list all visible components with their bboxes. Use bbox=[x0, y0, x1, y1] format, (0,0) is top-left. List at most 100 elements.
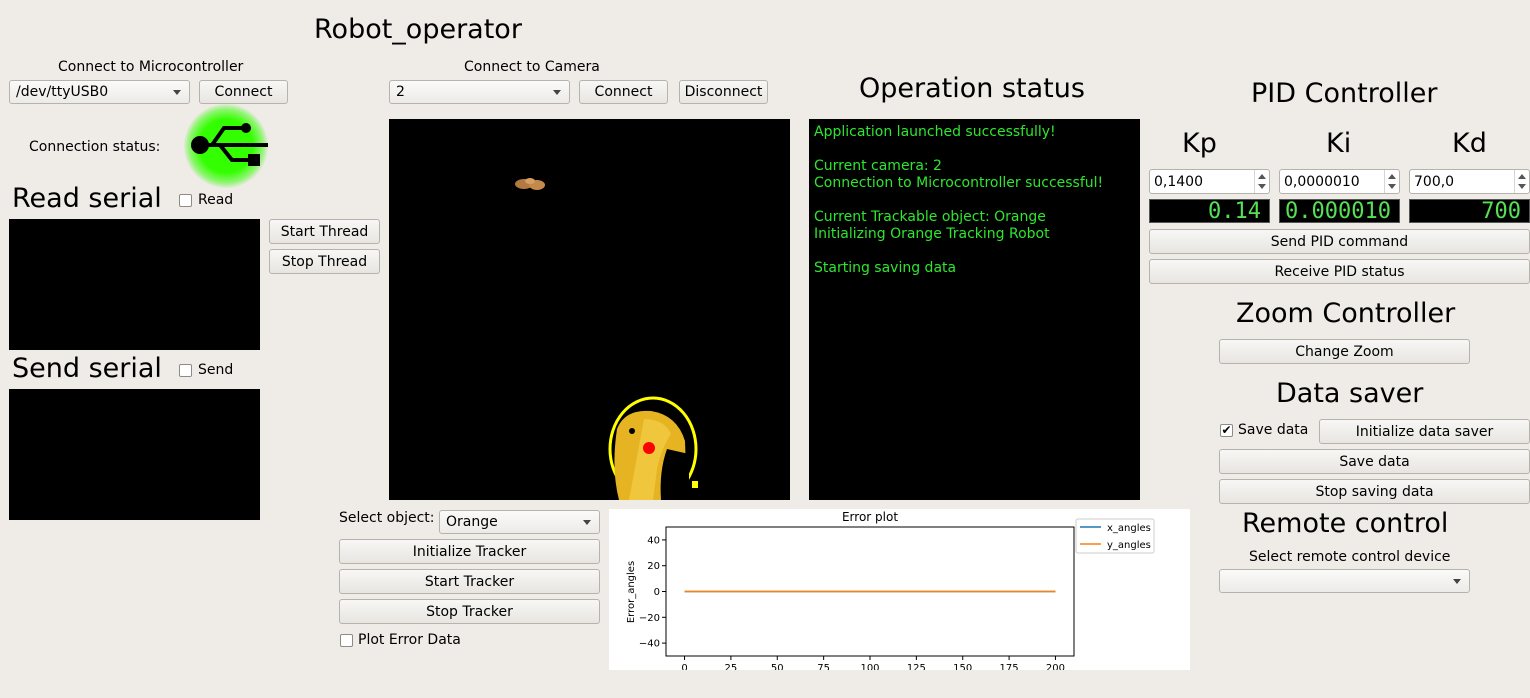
status-log-line: Current camera: 2 bbox=[814, 158, 942, 174]
error-plot: Error plot Error_angles 40 20 0 −20 −40 0 25 5… bbox=[609, 509, 1190, 674]
kd-spinbox[interactable]: 700,0 bbox=[1409, 169, 1530, 194]
camera-connect-button[interactable]: Connect bbox=[579, 80, 668, 104]
legend-entry-y-angles: y_angles bbox=[1107, 540, 1151, 551]
plot-xtick-label: 0 bbox=[681, 663, 687, 670]
camera-select-value: 2 bbox=[396, 84, 405, 100]
spin-down-icon[interactable] bbox=[1388, 184, 1396, 189]
chevron-down-icon bbox=[583, 520, 591, 525]
camera-disconnect-button[interactable]: Disconnect bbox=[679, 80, 768, 104]
change-zoom-button[interactable]: Change Zoom bbox=[1219, 339, 1470, 364]
tracked-blob-small bbox=[515, 178, 545, 190]
plot-legend: x_angles y_angles bbox=[1075, 518, 1155, 554]
stop-tracker-button[interactable]: Stop Tracker bbox=[339, 599, 600, 624]
tracked-orange bbox=[608, 396, 698, 500]
read-serial-title: Read serial bbox=[12, 183, 162, 214]
read-checkbox[interactable] bbox=[179, 194, 192, 207]
spin-up-icon[interactable] bbox=[1388, 174, 1396, 179]
read-checkbox-label: Read bbox=[198, 192, 234, 208]
chevron-down-icon bbox=[553, 90, 561, 95]
send-checkbox-label: Send bbox=[198, 362, 234, 378]
kp-spinbox[interactable]: 0,1400 bbox=[1149, 169, 1270, 194]
send-checkbox[interactable] bbox=[179, 364, 192, 377]
remote-device-select[interactable] bbox=[1219, 569, 1470, 593]
plot-title: Error plot bbox=[842, 510, 898, 524]
stop-thread-button[interactable]: Stop Thread bbox=[269, 249, 380, 274]
chevron-down-icon bbox=[1453, 579, 1461, 584]
plot-xtick-label: 150 bbox=[953, 663, 972, 670]
save-data-button[interactable]: Save data bbox=[1219, 449, 1530, 474]
plot-xtick-label: 100 bbox=[860, 663, 879, 670]
status-log-line: Application launched successfully! bbox=[814, 124, 1056, 140]
plot-error-checkbox[interactable] bbox=[340, 634, 353, 647]
kd-label: Kd bbox=[1452, 128, 1487, 159]
legend-entry-x-angles: x_angles bbox=[1107, 523, 1151, 534]
chevron-down-icon bbox=[173, 90, 181, 95]
plot-ytick-label: −20 bbox=[639, 613, 660, 624]
zoom-title: Zoom Controller bbox=[1236, 298, 1456, 329]
spin-down-icon[interactable] bbox=[1258, 184, 1266, 189]
kp-label: Kp bbox=[1182, 128, 1217, 159]
save-data-checkbox[interactable]: ✔ bbox=[1220, 423, 1233, 437]
connection-status-label: Connection status: bbox=[29, 139, 161, 155]
read-serial-output[interactable] bbox=[9, 219, 260, 350]
start-thread-button[interactable]: Start Thread bbox=[269, 219, 380, 244]
pid-title: PID Controller bbox=[1251, 78, 1438, 109]
status-log-line bbox=[814, 243, 1135, 260]
kd-lcd-display: 700 bbox=[1409, 199, 1530, 224]
plot-xtick-label: 125 bbox=[907, 663, 926, 670]
camera-select[interactable]: 2 bbox=[389, 80, 570, 104]
port-select-value: /dev/ttyUSB0 bbox=[16, 84, 109, 100]
spin-up-icon[interactable] bbox=[1258, 174, 1266, 179]
ki-spinbox[interactable]: 0,0000010 bbox=[1279, 169, 1400, 194]
plot-xtick-label: 175 bbox=[1000, 663, 1019, 670]
camera-section-label: Connect to Camera bbox=[464, 59, 600, 75]
status-log-line: Connection to Microcontroller successful… bbox=[814, 175, 1104, 191]
start-tracker-button[interactable]: Start Tracker bbox=[339, 569, 600, 594]
plot-xticks: 0 25 50 75 100 125 150 175 200 bbox=[681, 656, 1065, 674]
plot-yticks: 40 20 0 −20 −40 bbox=[639, 535, 666, 650]
initialize-data-saver-button[interactable]: Initialize data saver bbox=[1319, 419, 1530, 444]
stop-saving-data-button[interactable]: Stop saving data bbox=[1219, 479, 1530, 504]
object-select-value: Orange bbox=[446, 514, 498, 530]
plot-ytick-label: −40 bbox=[639, 639, 660, 650]
operation-status-title: Operation status bbox=[859, 73, 1085, 104]
plot-ylabel: Error_angles bbox=[626, 561, 637, 623]
object-select[interactable]: Orange bbox=[439, 510, 600, 534]
spin-down-icon[interactable] bbox=[1518, 184, 1526, 189]
remote-control-title: Remote control bbox=[1242, 508, 1449, 539]
status-log-lines: Application launched successfully! Curren… bbox=[814, 124, 1135, 277]
spin-up-icon[interactable] bbox=[1518, 174, 1526, 179]
usb-icon bbox=[184, 104, 282, 188]
status-log-line bbox=[814, 141, 1135, 158]
status-log-line bbox=[814, 192, 1135, 209]
plot-ytick-label: 0 bbox=[654, 587, 660, 598]
plot-ytick-label: 40 bbox=[647, 535, 660, 546]
ki-value: 0,0000010 bbox=[1284, 173, 1360, 190]
send-serial-title: Send serial bbox=[12, 353, 162, 384]
select-object-label: Select object: bbox=[339, 510, 435, 526]
plot-xtick-label: 50 bbox=[771, 663, 784, 670]
initialize-tracker-button[interactable]: Initialize Tracker bbox=[339, 539, 600, 564]
kp-value: 0,1400 bbox=[1154, 173, 1203, 190]
plot-xtick-label: 25 bbox=[725, 663, 738, 670]
ki-label: Ki bbox=[1326, 128, 1352, 159]
kd-value: 700,0 bbox=[1414, 173, 1455, 190]
status-log-line: Starting saving data bbox=[814, 260, 957, 276]
plot-xtick-label: 200 bbox=[1046, 663, 1065, 670]
operation-status-log: Application launched successfully! Curren… bbox=[809, 119, 1140, 500]
send-serial-input[interactable] bbox=[9, 389, 260, 520]
status-log-line: Initializing Orange Tracking Robot bbox=[814, 226, 1050, 242]
app-title: Robot_operator bbox=[314, 14, 522, 45]
save-data-checkbox-label: Save data bbox=[1238, 422, 1309, 438]
send-pid-button[interactable]: Send PID command bbox=[1149, 229, 1530, 254]
receive-pid-button[interactable]: Receive PID status bbox=[1149, 259, 1530, 284]
microcontroller-section-label: Connect to Microcontroller bbox=[58, 59, 244, 75]
plot-error-checkbox-label: Plot Error Data bbox=[358, 632, 461, 648]
data-saver-title: Data saver bbox=[1276, 378, 1424, 409]
ki-lcd-display: 0.000010 bbox=[1279, 199, 1400, 224]
microcontroller-connect-button[interactable]: Connect bbox=[199, 80, 288, 104]
kp-lcd-display: 0.14 bbox=[1149, 199, 1270, 224]
port-select[interactable]: /dev/ttyUSB0 bbox=[9, 80, 190, 104]
camera-view bbox=[389, 119, 790, 500]
plot-xtick-label: 75 bbox=[817, 663, 830, 670]
